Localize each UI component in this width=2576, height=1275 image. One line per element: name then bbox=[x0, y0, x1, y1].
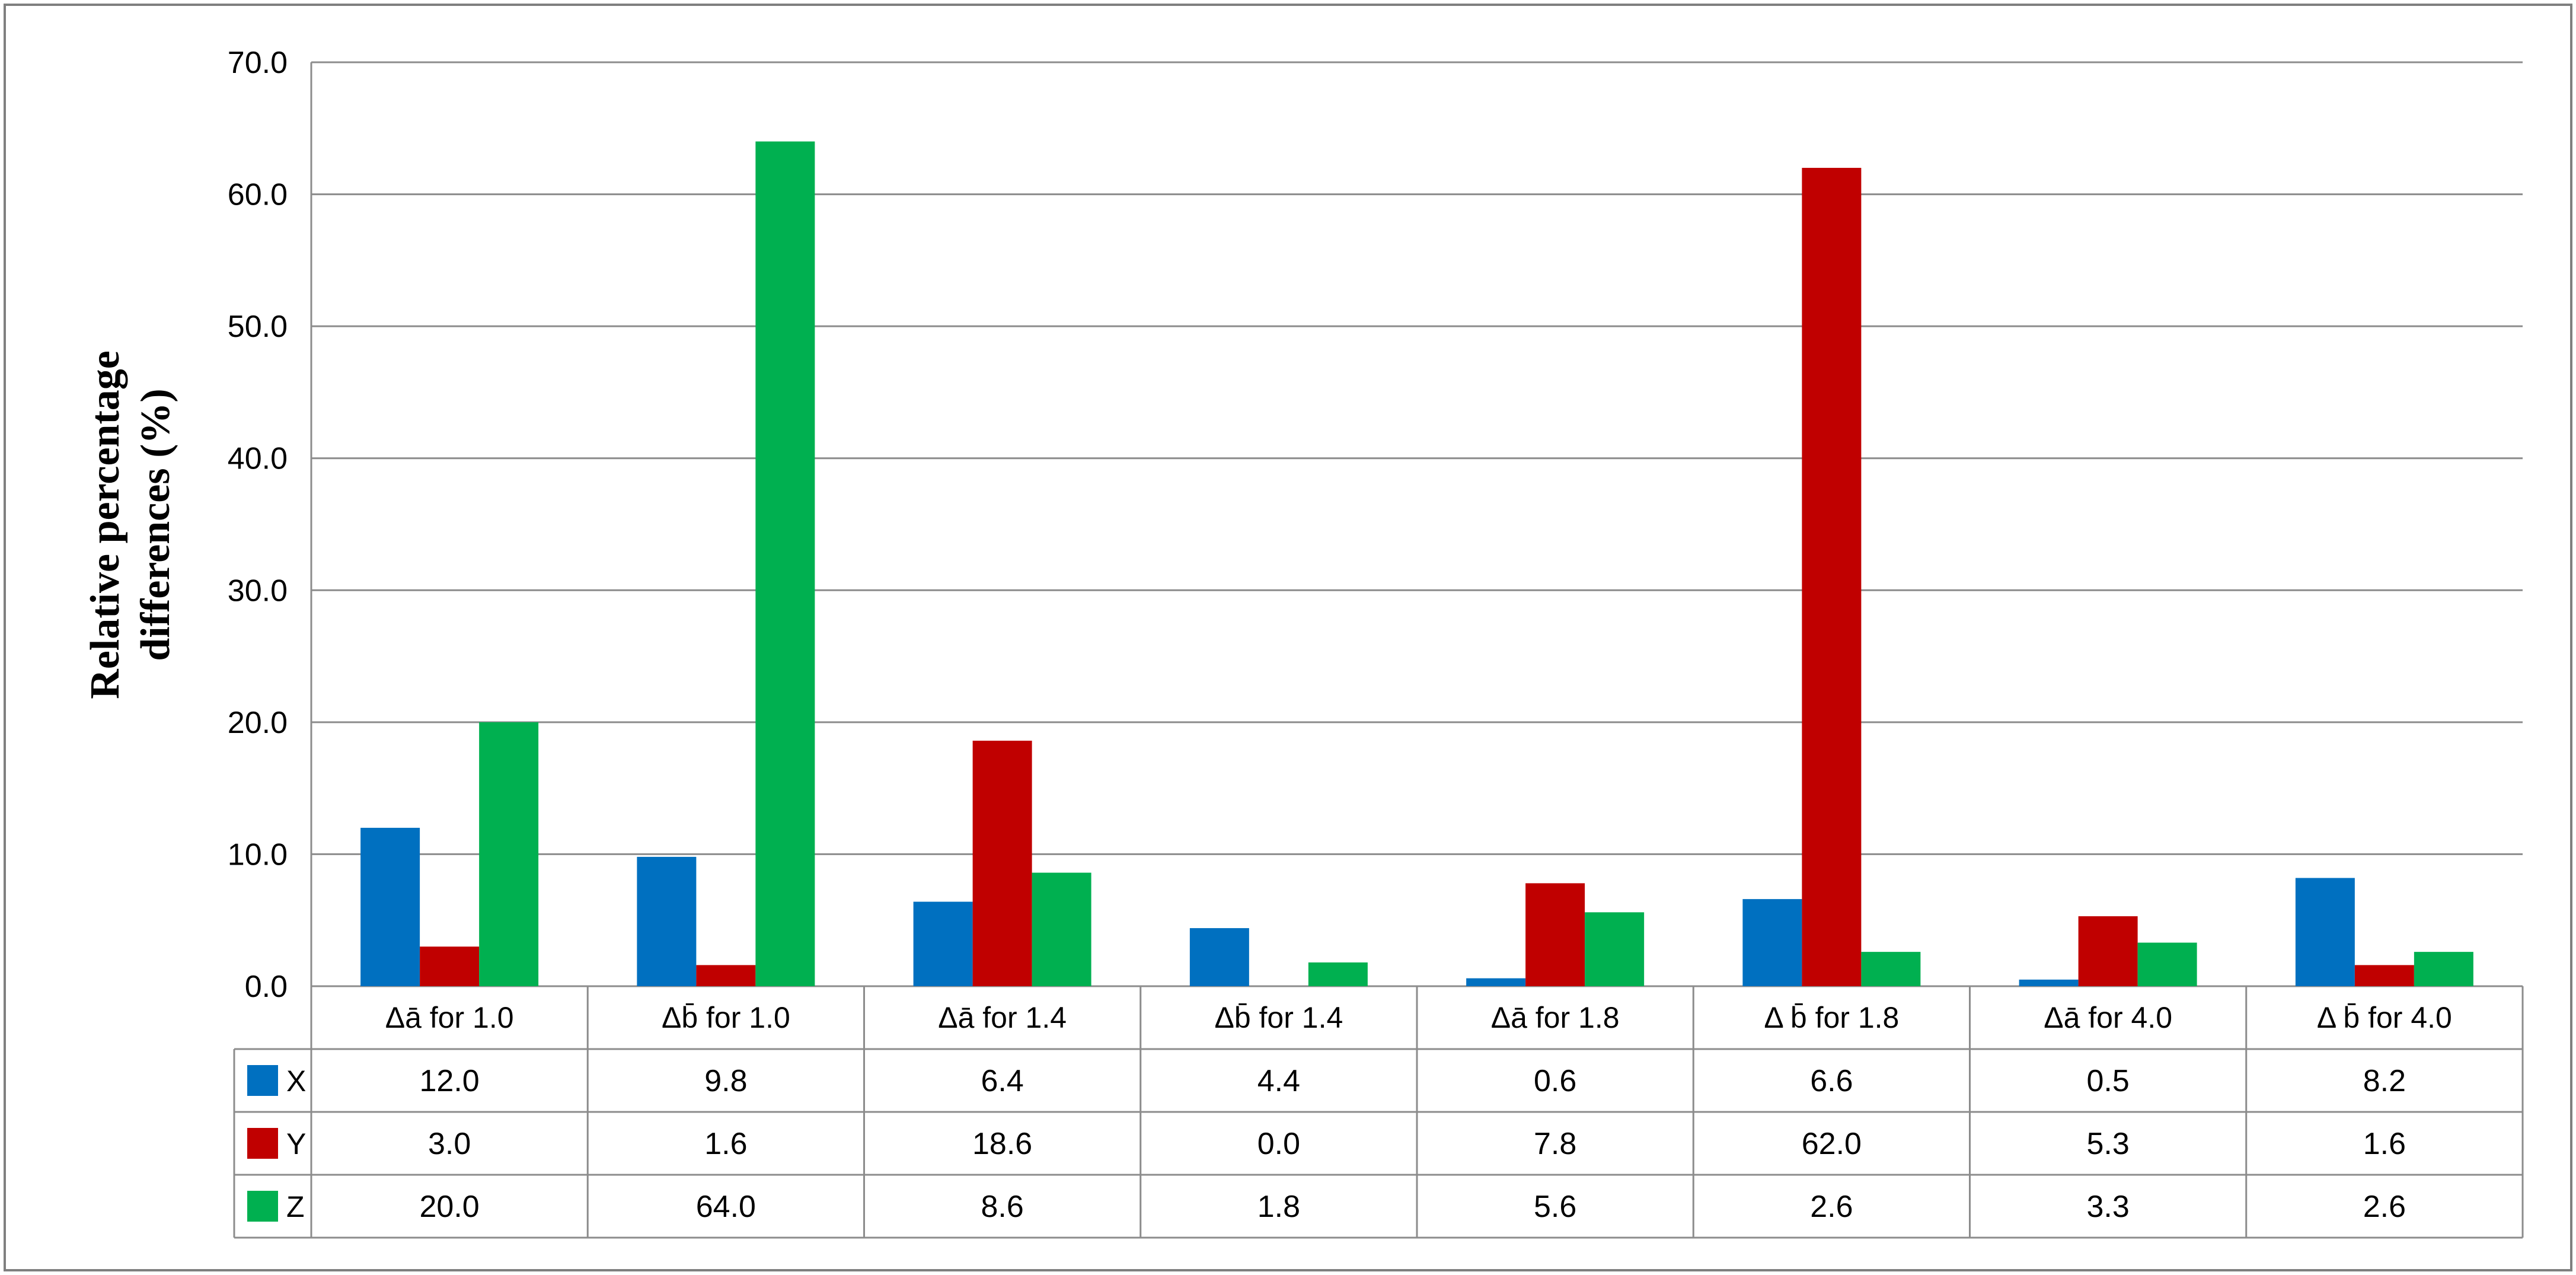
bar-z bbox=[755, 141, 815, 987]
category-label: Δ b̄ for 4.0 bbox=[2317, 1001, 2452, 1034]
category-label: Δb̄ for 1.0 bbox=[662, 1001, 790, 1034]
bar-x bbox=[1742, 899, 1802, 986]
table-cell: 7.8 bbox=[1534, 1127, 1576, 1161]
bar-z bbox=[479, 722, 539, 986]
bar-x bbox=[2295, 878, 2355, 986]
legend-key-x bbox=[247, 1065, 278, 1096]
table-cell: 5.3 bbox=[2086, 1127, 2129, 1161]
category-label: Δā for 4.0 bbox=[2044, 1001, 2172, 1034]
table-cell: 3.3 bbox=[2086, 1190, 2129, 1224]
bar-z bbox=[2137, 942, 2197, 986]
table-cell: 18.6 bbox=[972, 1127, 1032, 1161]
bar-z bbox=[1308, 962, 1368, 986]
table-cell: 1.6 bbox=[2363, 1127, 2406, 1161]
table-cell: 2.6 bbox=[2363, 1190, 2406, 1224]
category-label: Δ b̄ for 1.8 bbox=[1764, 1001, 1899, 1034]
legend-key-z bbox=[247, 1191, 278, 1222]
bars bbox=[360, 141, 2473, 987]
table-cell: 3.0 bbox=[428, 1127, 471, 1161]
table-cell: 0.6 bbox=[1534, 1064, 1576, 1098]
bar-y bbox=[2354, 965, 2414, 986]
legend-key-y bbox=[247, 1128, 278, 1159]
bar-x bbox=[2019, 979, 2079, 986]
bar-x bbox=[637, 856, 697, 986]
bar-y bbox=[420, 946, 480, 986]
bar-x bbox=[913, 901, 973, 986]
y-tick-label: 50.0 bbox=[228, 310, 288, 344]
table-cell: 5.6 bbox=[1534, 1190, 1576, 1224]
y-axis-title: Relative percentage differences (%) bbox=[82, 350, 178, 699]
bar-z bbox=[2414, 952, 2473, 986]
bar-z bbox=[1585, 912, 1645, 986]
table-cell: 9.8 bbox=[704, 1064, 747, 1098]
table-cell: 0.5 bbox=[2086, 1064, 2129, 1098]
table-cell: 1.8 bbox=[1257, 1190, 1300, 1224]
y-tick-label: 40.0 bbox=[228, 442, 288, 476]
category-label: Δb̄ for 1.4 bbox=[1214, 1001, 1343, 1034]
bar-x bbox=[1189, 928, 1249, 986]
y-tick-label: 70.0 bbox=[228, 46, 288, 80]
table-cell: 64.0 bbox=[696, 1190, 756, 1224]
table-cell: 6.6 bbox=[1810, 1064, 1853, 1098]
table-cell: 1.6 bbox=[704, 1127, 747, 1161]
table-cell: 8.2 bbox=[2363, 1064, 2406, 1098]
bar-x bbox=[1466, 978, 1526, 986]
table-cell: 8.6 bbox=[981, 1190, 1023, 1224]
table-cell: 4.4 bbox=[1257, 1064, 1300, 1098]
category-label: Δā for 1.4 bbox=[938, 1001, 1067, 1034]
table-cell: 6.4 bbox=[981, 1064, 1023, 1098]
bar-x bbox=[360, 827, 420, 986]
series-label: X bbox=[286, 1064, 306, 1098]
bar-y bbox=[1802, 168, 1862, 986]
y-tick-labels: 0.0 10.0 20.0 30.0 40.0 50.0 60.0 70.0 bbox=[228, 46, 288, 1004]
table-cell: 12.0 bbox=[420, 1064, 480, 1098]
table-cell: 0.0 bbox=[1257, 1127, 1300, 1161]
table-cell: 2.6 bbox=[1810, 1190, 1853, 1224]
gridlines bbox=[310, 61, 2523, 987]
y-tick-label: 20.0 bbox=[228, 706, 288, 740]
y-tick-label: 30.0 bbox=[228, 573, 288, 608]
y-axis-title-line-2: differences (%) bbox=[133, 388, 178, 661]
data-table: Δā for 1.0 Δb̄ for 1.0 Δā for 1.4 Δb̄ for 1… bbox=[233, 986, 2524, 1239]
category-label: Δā for 1.8 bbox=[1491, 1001, 1620, 1034]
bar-y bbox=[696, 965, 756, 986]
series-label: Y bbox=[286, 1127, 306, 1161]
chart-frame bbox=[4, 4, 2572, 1271]
y-tick-label: 0.0 bbox=[245, 970, 288, 1004]
y-tick-label: 10.0 bbox=[228, 837, 288, 872]
bar-y bbox=[2078, 916, 2138, 986]
category-label: Δā for 1.0 bbox=[385, 1001, 514, 1034]
table-cell: 20.0 bbox=[420, 1190, 480, 1224]
y-axis-title-line-1: Relative percentage bbox=[82, 350, 128, 699]
bar-y bbox=[1525, 883, 1585, 986]
series-label: Z bbox=[286, 1190, 305, 1223]
bar-y bbox=[972, 741, 1032, 986]
bar-z bbox=[1861, 952, 1921, 986]
table-cell: 62.0 bbox=[1802, 1127, 1862, 1161]
bar-z bbox=[1032, 872, 1091, 986]
y-tick-label: 60.0 bbox=[228, 178, 288, 212]
